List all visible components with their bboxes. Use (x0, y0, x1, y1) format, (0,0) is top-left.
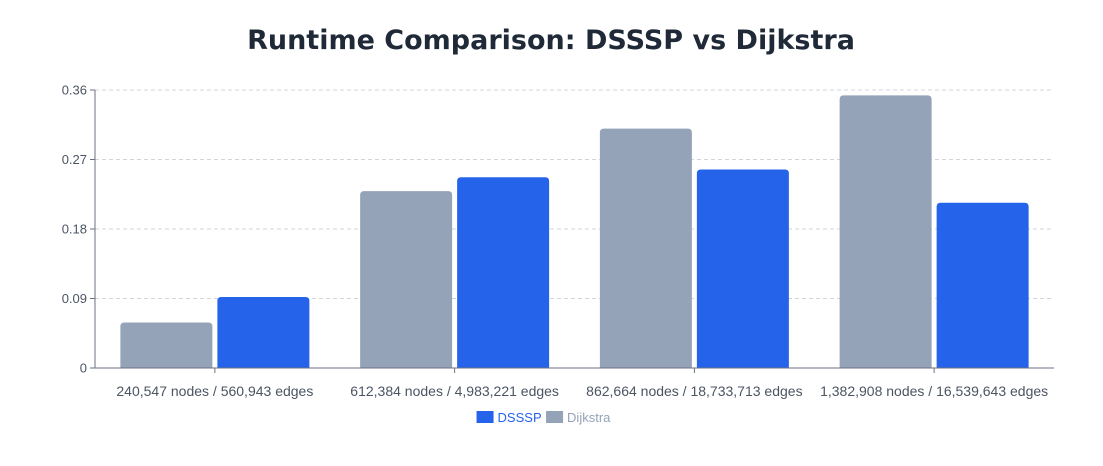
bar-dsssp[interactable] (217, 296, 310, 368)
bar-dijkstra[interactable] (120, 322, 213, 368)
legend-label-dijkstra: Dijkstra (567, 410, 611, 425)
x-tick-label: 612,384 nodes / 4,983,221 edges (350, 383, 559, 399)
legend-swatch-dsssp (476, 411, 494, 423)
legend-item-dsssp[interactable]: DSSSP (476, 410, 542, 425)
y-tick-label: 0.18 (62, 222, 87, 237)
y-tick-label: 0 (80, 361, 87, 376)
legend[interactable]: DSSSP Dijkstra (476, 410, 612, 425)
bar-dsssp[interactable] (936, 202, 1029, 368)
legend-item-dijkstra[interactable]: Dijkstra (546, 410, 611, 425)
bar-dsssp[interactable] (696, 169, 789, 368)
y-axis-ticks: 0 0.09 0.18 0.27 0.36 (62, 83, 95, 376)
bar-dijkstra[interactable] (839, 95, 932, 369)
y-tick-label: 0.36 (62, 83, 87, 98)
legend-label-dsssp: DSSSP (498, 410, 542, 425)
y-tick-label: 0.27 (62, 152, 87, 167)
y-tick-label: 0.09 (62, 291, 87, 306)
bar-dijkstra[interactable] (360, 191, 453, 368)
x-tick-label: 240,547 nodes / 560,943 edges (116, 383, 313, 399)
x-tick-label: 1,382,908 nodes / 16,539,643 edges (820, 383, 1048, 399)
legend-swatch-dijkstra (546, 411, 564, 423)
bar-dijkstra[interactable] (599, 128, 692, 368)
x-tick-label: 862,664 nodes / 18,733,713 edges (586, 383, 802, 399)
bar-dsssp[interactable] (457, 177, 550, 368)
x-axis-ticks: 240,547 nodes / 560,943 edges 612,384 nod… (116, 368, 1048, 399)
chart-title: Runtime Comparison: DSSSP vs Dijkstra (247, 25, 855, 56)
bars (120, 95, 1029, 369)
